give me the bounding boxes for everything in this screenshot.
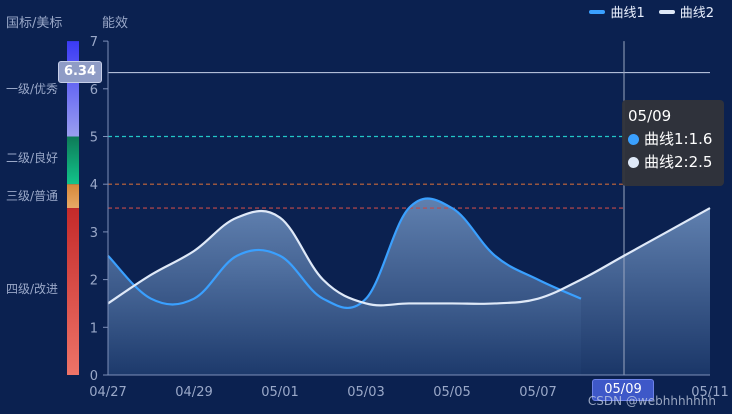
grade-band-4 (67, 208, 79, 375)
grade-band-label-4: 四级/改进 (6, 282, 58, 296)
x-tick-label-1: 04/29 (175, 385, 212, 400)
y-tick-label-3: 3 (90, 226, 98, 241)
tooltip-marker-series2 (628, 157, 639, 168)
y-tick-label-2: 2 (90, 274, 98, 289)
grade-band-2 (67, 136, 79, 185)
watermark: CSDN @webhhhhhhh (587, 394, 716, 408)
x-tick-label-4: 05/05 (433, 385, 470, 400)
tooltip-text-series2: 曲线2:2.5 (644, 153, 713, 171)
x-tick-label-2: 05/01 (261, 385, 298, 400)
x-tick-label-5: 05/07 (519, 385, 556, 400)
legend-label-series1: 曲线1 (610, 6, 645, 21)
legend-swatch-series1 (589, 9, 606, 14)
standard-axis-title: 国标/美标 (6, 16, 62, 31)
x-tick-label-7: 05/11 (691, 385, 728, 400)
crosshair-date-badge: 05/09 (592, 379, 654, 401)
pointer-value-badge: 6.34 (58, 61, 102, 83)
y-tick-label-0: 0 (90, 369, 98, 384)
chart-tooltip: 05/09 曲线1:1.6 曲线2:2.5 (622, 100, 724, 186)
legend-item-series1[interactable]: 曲线1 (589, 2, 645, 21)
legend-item-series2[interactable]: 曲线2 (658, 2, 714, 21)
line-series2 (107, 207, 711, 307)
legend-swatch-series2 (658, 9, 675, 14)
grade-band-1 (67, 41, 79, 137)
value-axis-title: 能效 (102, 16, 128, 31)
y-tick-label-6: 6 (90, 83, 98, 98)
tooltip-title: 05/09 (628, 107, 672, 125)
grade-band-label-3: 三级/普通 (6, 189, 58, 203)
grade-band-3 (67, 184, 79, 209)
line-series1 (107, 197, 582, 309)
grade-band-label-2: 二级/良好 (6, 150, 58, 165)
tooltip-row-series2: 曲线2:2.5 (628, 151, 718, 174)
tooltip-text-series1: 曲线1:1.6 (644, 130, 713, 148)
tooltip-row-series1: 曲线1:1.6 (628, 128, 718, 151)
x-tick-label-0: 04/27 (89, 385, 126, 400)
y-tick-label-1: 1 (90, 321, 98, 336)
grade-band-label-1: 一级/优秀 (6, 82, 58, 96)
x-tick-label-3: 05/03 (347, 385, 384, 400)
chart-legend: 曲线1 曲线2 (589, 2, 714, 21)
y-tick-label-4: 4 (90, 178, 98, 193)
legend-label-series2: 曲线2 (679, 6, 714, 21)
y-tick-label-5: 5 (90, 131, 98, 146)
tooltip-marker-series1 (628, 134, 639, 145)
y-tick-label-7: 7 (90, 35, 98, 50)
